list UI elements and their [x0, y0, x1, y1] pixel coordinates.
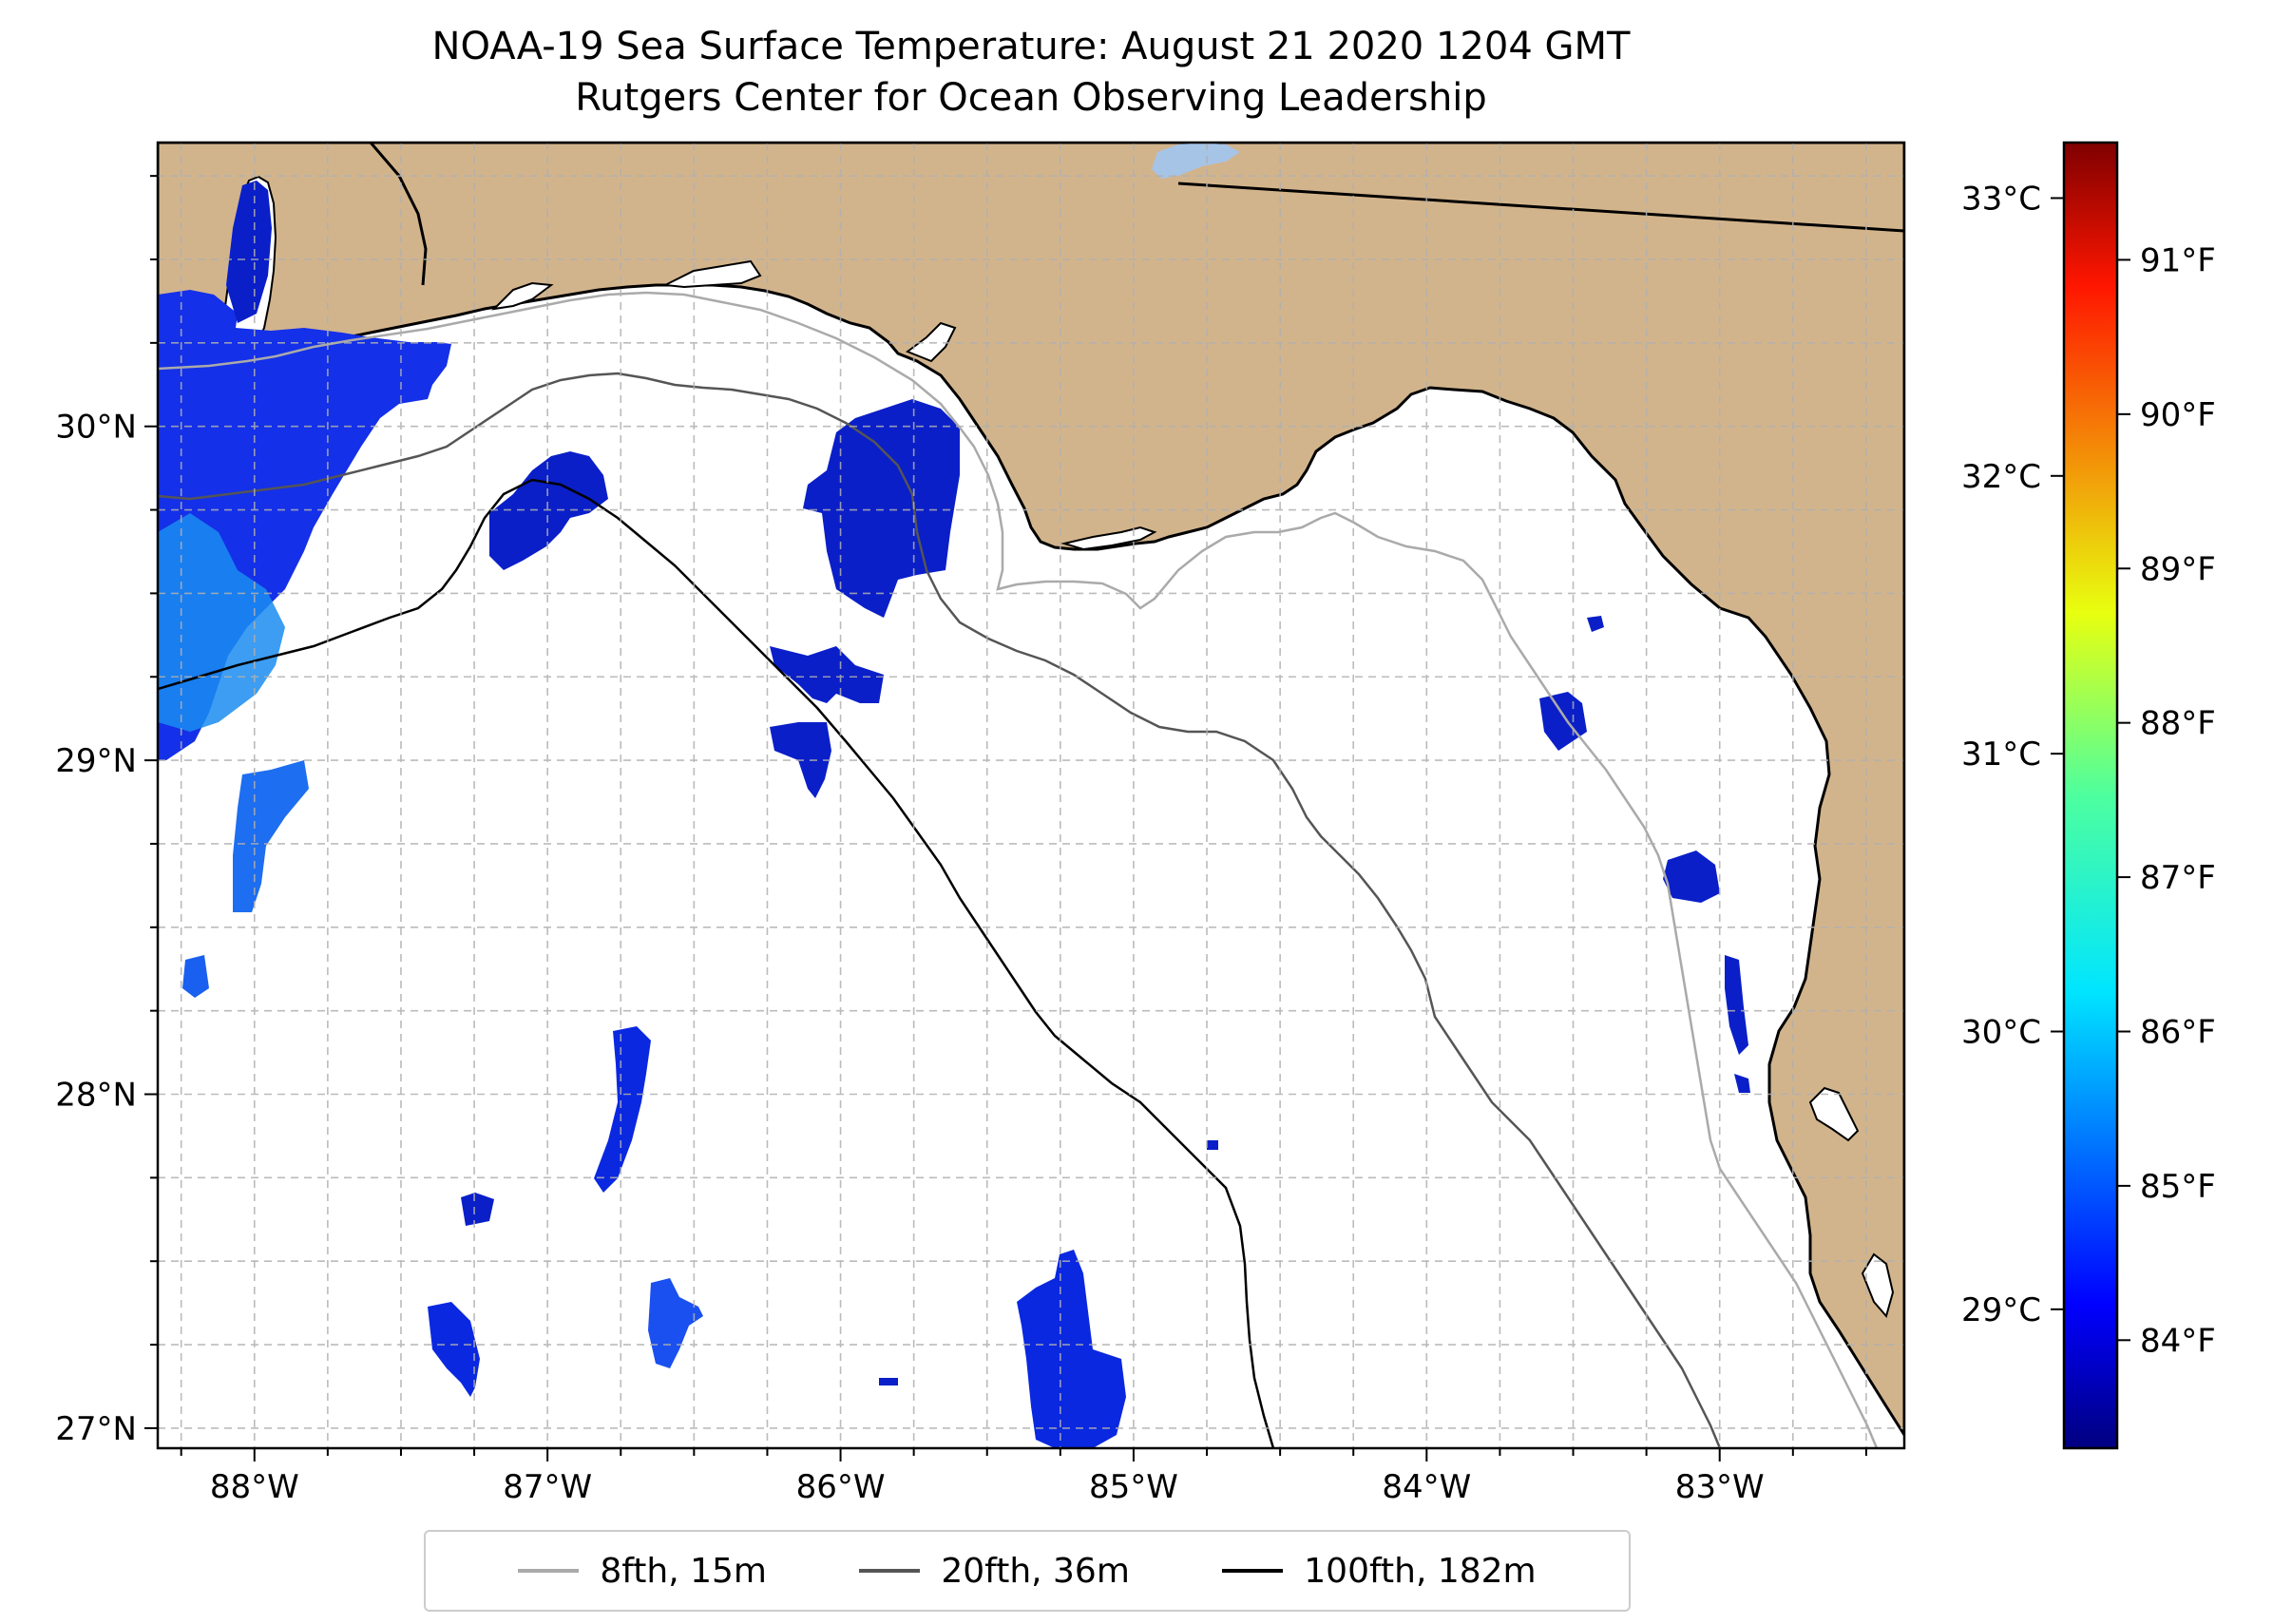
colorbar: 29°C 30°C 31°C 32°C 33°C 84°F 85°F 86°F 87°F 88°… [1961, 141, 2216, 1450]
colorbar-fahrenheit-axis: 84°F 85°F 86°F 87°F 88°F 89°F 90°F 91°F [2117, 241, 2216, 1360]
legend-swatch-20fth [859, 1569, 921, 1573]
lon-tick-label: 87°W [503, 1468, 592, 1506]
sst-patch-small-b [879, 1378, 898, 1385]
colorbar-fahrenheit-label: 84°F [2140, 1322, 2216, 1360]
colorbar-fahrenheit-label: 88°F [2140, 705, 2216, 743]
land-area [158, 143, 1904, 1438]
lat-tick-label: 28°N [55, 1077, 137, 1115]
map-title: NOAA-19 Sea Surface Temperature: August … [431, 25, 1631, 68]
lat-tick-label: 27°N [55, 1410, 137, 1448]
sst-patch-mobile-bay [226, 181, 272, 323]
colorbar-border [2062, 141, 2119, 1450]
lon-tick-label: 88°W [210, 1468, 299, 1506]
longitude-axis: 88°W 87°W 86°W 85°W 84°W 83°W [180, 1448, 1867, 1506]
colorbar-fahrenheit-label: 86°F [2140, 1013, 2216, 1051]
colorbar-celsius-axis: 29°C 30°C 31°C 32°C 33°C [1961, 180, 2064, 1329]
pensacola-bay [491, 281, 554, 311]
lon-tick-label: 86°W [796, 1468, 886, 1506]
tampa-bay [1808, 1086, 1860, 1142]
sst-patch-center-north [803, 399, 960, 618]
colorbar-fahrenheit-label: 85°F [2140, 1168, 2216, 1206]
sst-patch-south-b [428, 1302, 480, 1397]
colorbar-fahrenheit-label: 91°F [2140, 241, 2216, 279]
legend-label-100fth: 100fth, 182m [1304, 1551, 1537, 1591]
lat-tick-label: 29°N [55, 742, 137, 780]
contour-20fth-36m [158, 372, 1722, 1448]
lon-tick-label: 84°W [1382, 1468, 1471, 1506]
charlotte-harbor [1861, 1252, 1895, 1319]
st-andrew-bay [905, 321, 957, 363]
colorbar-fahrenheit-label: 87°F [2140, 859, 2216, 897]
apalachicola-bay [1060, 525, 1157, 551]
state-boundary-fl-ga [1177, 182, 1904, 233]
lon-tick-label: 85°W [1089, 1468, 1178, 1506]
colorbar-gradient [2064, 143, 2117, 1448]
state-boundary-al-fl [369, 143, 428, 286]
lat-tick-label: 30°N [55, 409, 137, 447]
gridlines [158, 143, 1904, 1448]
legend-item-20fth: 20fth, 36m [859, 1552, 1130, 1591]
map-subtitle: Rutgers Center for Ocean Observing Leade… [575, 76, 1487, 120]
legend-item-8fth: 8fth, 15m [518, 1552, 767, 1591]
colorbar-celsius-label: 33°C [1961, 180, 2041, 218]
sst-patch-east-c [1725, 955, 1748, 1055]
colorbar-celsius-label: 30°C [1961, 1013, 2041, 1051]
sst-patch-center [770, 646, 884, 703]
sst-patch-south-a [461, 1193, 494, 1226]
sst-patch-east-e [1587, 616, 1604, 632]
sst-patch-south-c [648, 1278, 703, 1368]
choctawhatchee-bay [661, 259, 762, 289]
colorbar-celsius-label: 31°C [1961, 736, 2041, 774]
lon-tick-label: 83°W [1675, 1468, 1765, 1506]
lake-seminole [1152, 143, 1240, 179]
contour-8fth-15m [158, 291, 1879, 1448]
colorbar-fahrenheit-label: 89°F [2140, 550, 2216, 588]
colorbar-fahrenheit-label: 90°F [2140, 396, 2216, 434]
sst-patch-east-a [1539, 692, 1587, 751]
sst-patch-south-d [1017, 1250, 1126, 1448]
legend-label-8fth: 8fth, 15m [600, 1551, 767, 1591]
sst-patch-east-d [1734, 1074, 1750, 1093]
legend: 8fth, 15m 20fth, 36m 100fth, 182m [424, 1530, 1631, 1612]
legend-item-100fth: 100fth, 182m [1222, 1551, 1537, 1591]
legend-label-20fth: 20fth, 36m [941, 1551, 1130, 1591]
colorbar-celsius-label: 29°C [1961, 1291, 2041, 1329]
sst-patch-small-c [1207, 1140, 1218, 1150]
sst-patch-pensacola [489, 451, 608, 570]
legend-swatch-8fth [518, 1569, 580, 1573]
legend-swatch-100fth [1222, 1569, 1284, 1573]
sst-patch-east-b [1663, 850, 1720, 903]
sst-patch-small-a [182, 955, 209, 998]
latitude-axis: 30°N 29°N 28°N 27°N [55, 175, 158, 1448]
sst-patch-south-west [233, 760, 309, 912]
sst-patch-mid [594, 1026, 651, 1193]
contour-100fth-182m [158, 478, 1275, 1448]
colorbar-celsius-label: 32°C [1961, 458, 2041, 496]
map-border [156, 141, 1906, 1450]
